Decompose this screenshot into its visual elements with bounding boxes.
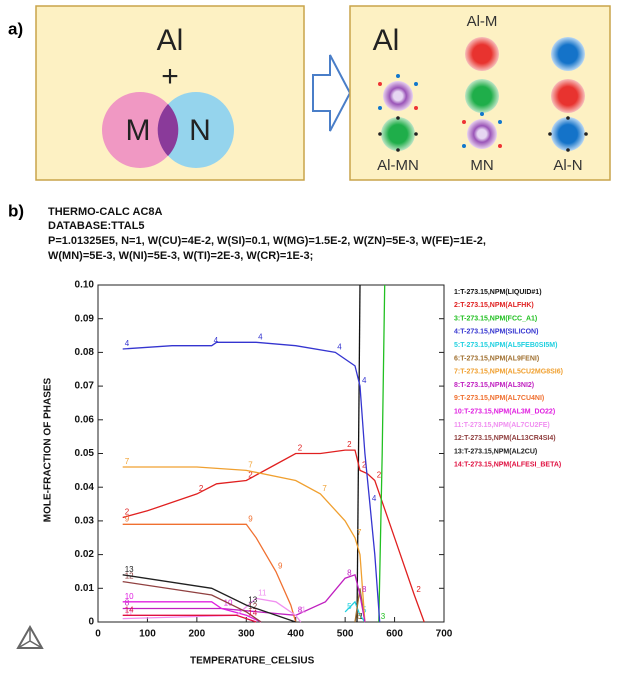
curve-label: 13 [125, 565, 134, 574]
y-tick-label: 0.02 [75, 549, 95, 560]
legend-entry: 6:T-273.15,NPM(AL9FENI) [454, 355, 539, 362]
curve-label: 13 [248, 595, 257, 604]
series-line [123, 524, 296, 622]
series-line [357, 285, 360, 622]
label-al-mn: Al-MN [377, 157, 419, 174]
figure-canvas: a) Al + M N Al Al-M Al-MN MN Al-N b) THE… [0, 0, 617, 673]
curve-label: 4 [372, 494, 377, 503]
x-tick-label: 100 [139, 629, 156, 640]
y-tick-label: 0.01 [75, 583, 95, 594]
x-tick-label: 200 [189, 629, 206, 640]
label-mn: MN [470, 157, 493, 174]
curve-label: 9 [248, 514, 253, 523]
x-tick-label: 300 [238, 629, 255, 640]
curve-label: 7 [125, 457, 130, 466]
curve-label: 5 [347, 602, 352, 611]
legend-entry: 5:T-273.15,NPM(AL5FEB0SI5M) [454, 342, 557, 349]
curve-label: 9 [125, 514, 130, 523]
legend-entry: 9:T-273.15,NPM(AL7CU4NI) [454, 395, 544, 402]
curve-label: 7 [248, 460, 253, 469]
legend-entry: 14:T-273.15,NPM(ALFESI_BETA) [454, 462, 561, 469]
y-tick-label: 0.03 [75, 516, 95, 527]
curve-label: 8 [362, 585, 367, 594]
curve-label: 2 [416, 585, 421, 594]
y-tick-label: 0.09 [75, 313, 95, 324]
curve-label: 11 [258, 589, 267, 598]
curve-label: 9 [278, 562, 283, 571]
header: DATABASE:TTAL5 [48, 220, 145, 232]
x-tick-label: 600 [386, 629, 403, 640]
legend-entry: 13:T-273.15,NPM(AL2CU) [454, 448, 537, 455]
curve-label: 2 [298, 444, 303, 453]
plot-frame [98, 285, 444, 622]
label-al: Al [157, 24, 184, 57]
curve-label: 14 [125, 605, 134, 614]
legend-entry: 7:T-273.15,NPM(AL5CU2MG8SI6) [454, 369, 563, 376]
curve-label: 7 [357, 528, 362, 537]
header: W(MN)=5E-3, W(NI)=5E-3, W(TI)=2E-3, W(CR… [48, 250, 313, 262]
curve-label: 11 [298, 605, 307, 614]
panel-label: b) [8, 201, 24, 220]
curve-label: 4 [214, 336, 219, 345]
legend-entry: 2:T-273.15,NPM(ALFHK) [454, 302, 534, 309]
curve-label: 6 [357, 612, 362, 621]
legend-entry: 1:T-273.15,NPM(LIQUID#1) [454, 289, 542, 296]
curve-label: 2 [347, 440, 352, 449]
y-tick-label: 0.07 [75, 381, 95, 392]
curve-label: 8 [347, 568, 352, 577]
curve-label: 3 [381, 612, 386, 621]
legend-entry: 10:T-273.15,NPM(AL3M_DO22) [454, 409, 555, 416]
header: THERMO-CALC AC8A [48, 206, 163, 218]
panel-label: a) [8, 19, 23, 38]
x-tick-label: 0 [95, 629, 101, 640]
curve-label: 4 [337, 343, 342, 352]
legend-entry: 4:T-273.15,NPM(SILICON) [454, 329, 538, 336]
label-al-m: Al-M [467, 13, 498, 30]
y-axis-label: MOLE-FRACTION OF PHASES [43, 377, 54, 522]
legend-entry: 3:T-273.15,NPM(FCC_A1) [454, 315, 537, 322]
x-tick-label: 700 [436, 629, 453, 640]
header: P=1.01325E5, N=1, W(CU)=4E-2, W(SI)=0.1,… [48, 235, 486, 247]
label-m: M [126, 114, 151, 147]
curve-label: 2 [199, 484, 204, 493]
y-tick-label: 0.05 [75, 448, 95, 459]
legend-entry: 8:T-273.15,NPM(AL3NI2) [454, 382, 534, 389]
curve-label: 4 [258, 332, 263, 341]
arrow [313, 55, 350, 131]
y-tick-label: 0.10 [75, 280, 95, 291]
label-plus: + [161, 60, 179, 93]
curve-label: 2 [377, 471, 382, 480]
curve-label: 10 [125, 592, 134, 601]
label-n: N [189, 114, 211, 147]
x-axis-label: TEMPERATURE_CELSIUS [190, 656, 315, 667]
y-tick-label: 0.06 [75, 414, 95, 425]
y-tick-label: 0.08 [75, 347, 95, 358]
label-al-right: Al [373, 24, 400, 57]
curve-label: 14 [248, 609, 257, 618]
x-tick-label: 500 [337, 629, 354, 640]
curve-label: 7 [322, 484, 327, 493]
logo [18, 627, 42, 648]
curve-label: 4 [125, 339, 130, 348]
y-tick-label: 0.04 [75, 482, 95, 493]
series-line [379, 285, 385, 622]
y-tick-label: 0 [88, 617, 94, 628]
figure: a) Al + M N Al Al-M Al-MN MN Al-N b) THE… [0, 0, 617, 673]
label-al-n: Al-N [553, 157, 582, 174]
curve-label: 4 [362, 376, 367, 385]
legend-entry: 12:T-273.15,NPM(AL13CR4SI4) [454, 435, 556, 442]
x-tick-label: 400 [287, 629, 304, 640]
legend-entry: 11:T-273.15,NPM(AL7CU2FE) [454, 422, 550, 429]
